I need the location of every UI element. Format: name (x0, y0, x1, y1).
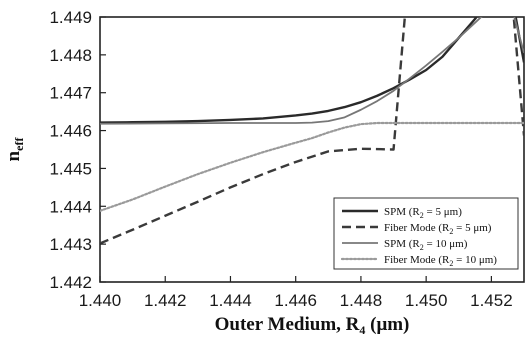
plot-area (99, 16, 525, 283)
y-tick-label: 1.445 (49, 159, 92, 178)
y-tick-label: 1.444 (49, 197, 92, 216)
x-tick-label: 1.452 (470, 291, 513, 310)
x-tick-label: 1.450 (405, 291, 448, 310)
series-group (100, 17, 524, 245)
x-tick-label: 1.444 (209, 291, 252, 310)
axis-labels: Outer Medium, R4 (μm) neff (3, 137, 409, 337)
series-line-1 (100, 17, 524, 124)
legend: SPM (R2 = 5 μm) Fiber Mode (R2 = 5 μm) SPM… (333, 197, 519, 270)
y-tick-label: 1.448 (49, 46, 92, 65)
legend-label-2: Fiber Mode (R2 = 5 μm) (384, 222, 492, 236)
legend-label-4: Fiber Mode (R2 = 10 μm) (384, 254, 497, 268)
y-tick-label: 1.449 (49, 8, 92, 27)
y-tick-label: 1.446 (49, 122, 92, 141)
x-tick-label: 1.448 (340, 291, 383, 310)
tick-group: 1.440 1.442 1.444 1.446 1.448 1.450 1.4521.442… (49, 8, 512, 310)
y-tick-label: 1.447 (49, 84, 92, 103)
x-tick-label: 1.446 (274, 291, 317, 310)
y-tick-label: 1.443 (49, 235, 92, 254)
series-line-2 (100, 17, 524, 245)
plot-frame (99, 16, 525, 283)
y-axis-label: neff (3, 137, 26, 162)
legend-label-3: SPM (R2 = 10 μm) (384, 238, 468, 252)
legend-label-1: SPM (R2 = 5 μm) (384, 206, 462, 220)
series-line-3 (100, 17, 524, 125)
x-axis-label: Outer Medium, R4 (μm) (215, 314, 410, 337)
y-tick-label: 1.442 (49, 273, 92, 292)
x-tick-label: 1.440 (79, 291, 122, 310)
x-tick-label: 1.442 (144, 291, 187, 310)
series-line-4 (100, 121, 524, 212)
